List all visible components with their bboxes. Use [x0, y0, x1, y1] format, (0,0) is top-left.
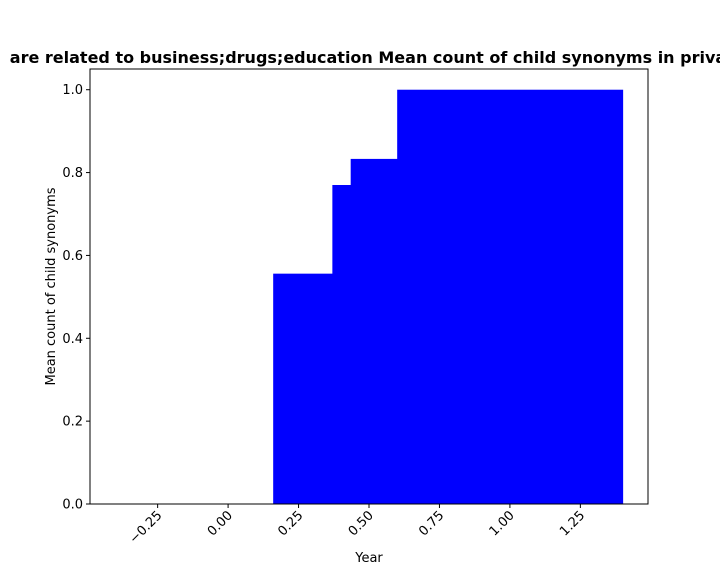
x-tick-label: 0.75	[416, 508, 447, 539]
x-tick-label: 0.25	[275, 508, 306, 539]
area-step-0	[273, 273, 333, 504]
chart-title: are related to business;drugs;education …	[10, 48, 720, 67]
x-tick-label: 1.00	[487, 508, 518, 539]
y-axis-label: Mean count of child synonyms	[44, 187, 59, 385]
x-tick-label: 1.25	[557, 508, 588, 539]
x-tick-label: 0.50	[346, 508, 377, 539]
y-tick-label: 0.6	[62, 249, 83, 264]
area-step-3	[397, 89, 624, 504]
y-tick-label: 1.0	[62, 83, 83, 98]
x-axis-label: Year	[354, 551, 383, 566]
y-tick-label: 0.8	[62, 166, 83, 181]
y-tick-label: 0.2	[62, 415, 83, 430]
plot-area	[273, 89, 624, 504]
y-tick-label: 0.4	[62, 332, 83, 347]
y-tick-label: 0.0	[62, 498, 83, 513]
x-tick-label: −0.25	[127, 508, 166, 547]
area-step-1	[332, 185, 352, 504]
x-tick-label: 0.00	[205, 508, 236, 539]
area-step-2	[350, 158, 398, 504]
